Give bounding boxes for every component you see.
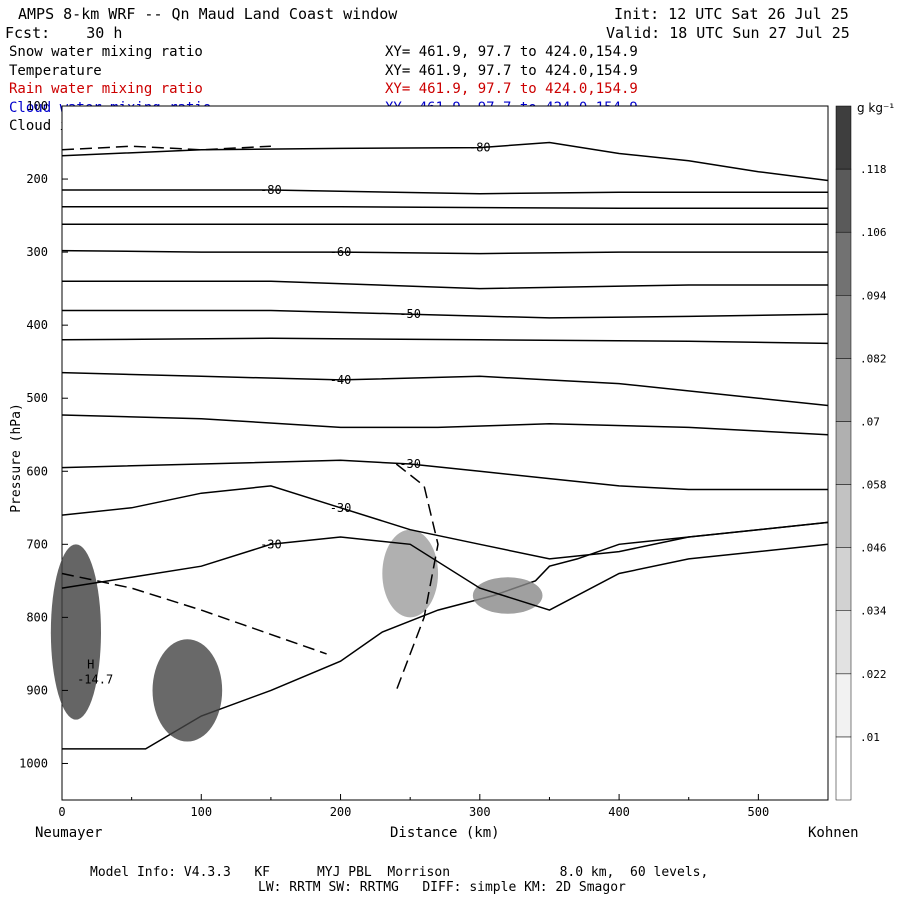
colorbar-unit: g kg⁻¹: [857, 101, 895, 115]
field-name: Rain water mixing ratio: [9, 81, 203, 97]
mixing-ratio-shading: [50, 544, 101, 720]
colorbar-level-label: .106: [860, 226, 887, 239]
colorbar-level-label: .07: [860, 415, 880, 428]
temperature-contour-label: -30: [399, 457, 421, 471]
temperature-contour: [61, 337, 829, 345]
y-tick-label: 900: [26, 683, 48, 697]
colorbar-segment: [835, 610, 852, 675]
temperature-contour: [61, 249, 828, 255]
x-tick-label: 300: [469, 805, 491, 819]
colorbar-level-label: .022: [860, 668, 887, 681]
temperature-contour-label: -30: [260, 537, 282, 551]
x-tick-label: 400: [608, 805, 630, 819]
x-tick-label: 500: [748, 805, 770, 819]
colorbar-level-label: .118: [860, 163, 887, 176]
cloud-ice-contour: [395, 463, 439, 691]
field-name: Temperature: [9, 62, 102, 79]
chart-title: AMPS 8-km WRF -- Qn Maud Land Coast wind…: [18, 5, 398, 23]
colorbar-segment: [835, 736, 852, 801]
forecast-hour: Fcst: 30 h: [5, 24, 123, 42]
temperature-contour: [61, 371, 829, 407]
y-tick-label: 800: [26, 610, 48, 624]
colorbar-segment: [835, 105, 852, 170]
colorbar-segment: [835, 295, 852, 359]
temperature-contour-label: -50: [399, 307, 421, 321]
y-tick-label: 300: [26, 245, 48, 259]
max-marker-label: H: [87, 658, 94, 672]
y-tick-label: 100: [26, 99, 48, 113]
colorbar-level-label: .01: [860, 731, 880, 744]
temperature-contour-label: -80: [260, 183, 282, 197]
y-axis-label: Pressure (hPa): [8, 403, 24, 513]
temperature-contour: [62, 189, 828, 195]
x-tick-label: 100: [190, 805, 212, 819]
x-tick-label: 200: [330, 805, 352, 819]
colorbar-level-label: .046: [860, 542, 887, 555]
model-info: Model Info: V4.3.3 KF MYJ PBL Morrison 8…: [90, 865, 709, 880]
physics-info: LW: RRTM SW: RRTMG DIFF: simple KM: 2D S…: [258, 880, 626, 895]
y-tick-label: 1000: [19, 756, 48, 770]
field-xy-range: XY= 461.9, 97.7 to 424.0,154.9: [385, 81, 638, 97]
temperature-contour: [61, 414, 829, 436]
temperature-contour: [61, 459, 828, 491]
temperature-contour: [61, 485, 829, 560]
colorbar-segment: [835, 231, 852, 296]
mixing-ratio-shading: [152, 639, 223, 742]
y-tick-label: 700: [26, 537, 48, 551]
temperature-contour: [62, 280, 828, 290]
field-xy-range: XY= 461.9, 97.7 to 424.0,154.9: [385, 62, 638, 79]
colorbar-segment: [835, 168, 852, 233]
colorbar-level-label: .034: [860, 605, 887, 618]
x-tick-label: 0: [58, 805, 65, 819]
field-xy-range: XY= 461.9, 97.7 to 424.0,154.9: [385, 44, 638, 60]
temperature-contour: [62, 309, 829, 319]
y-tick-label: 500: [26, 391, 48, 405]
y-tick-label: 200: [26, 172, 48, 186]
temperature-contour-label: -40: [330, 373, 352, 387]
temperature-contour-label: -30: [330, 501, 352, 515]
temperature-contour-label: -80: [469, 141, 491, 155]
colorbar-level-label: .082: [860, 352, 887, 365]
mixing-ratio-shading: [382, 529, 439, 618]
colorbar-segment: [835, 358, 852, 422]
x-right-label: Kohnen: [808, 825, 859, 841]
y-tick-label: 400: [26, 318, 48, 332]
colorbar-segment: [835, 484, 852, 548]
y-tick-label: 600: [26, 464, 48, 478]
cloud-ice-contour: [61, 572, 327, 655]
valid-time: Valid: 18 UTC Sun 27 Jul 25: [606, 24, 850, 42]
field-name: Snow water mixing ratio: [9, 44, 203, 60]
colorbar-level-label: .058: [860, 479, 887, 492]
x-left-label: Neumayer: [35, 825, 103, 841]
temperature-contour: [61, 536, 829, 611]
mixing-ratio-shading: [472, 577, 543, 614]
colorbar-segment: [835, 421, 852, 485]
max-marker-value: -14.7: [77, 673, 113, 687]
init-time: Init: 12 UTC Sat 26 Jul 25: [614, 5, 849, 23]
colorbar-segment: [835, 547, 852, 611]
temperature-contour: [61, 141, 829, 182]
colorbar-segment: [835, 673, 852, 738]
temperature-contour-label: -60: [330, 245, 352, 259]
temperature-contour: [62, 206, 828, 210]
x-axis-label: Distance (km): [390, 825, 500, 841]
colorbar-level-label: .094: [860, 289, 887, 302]
